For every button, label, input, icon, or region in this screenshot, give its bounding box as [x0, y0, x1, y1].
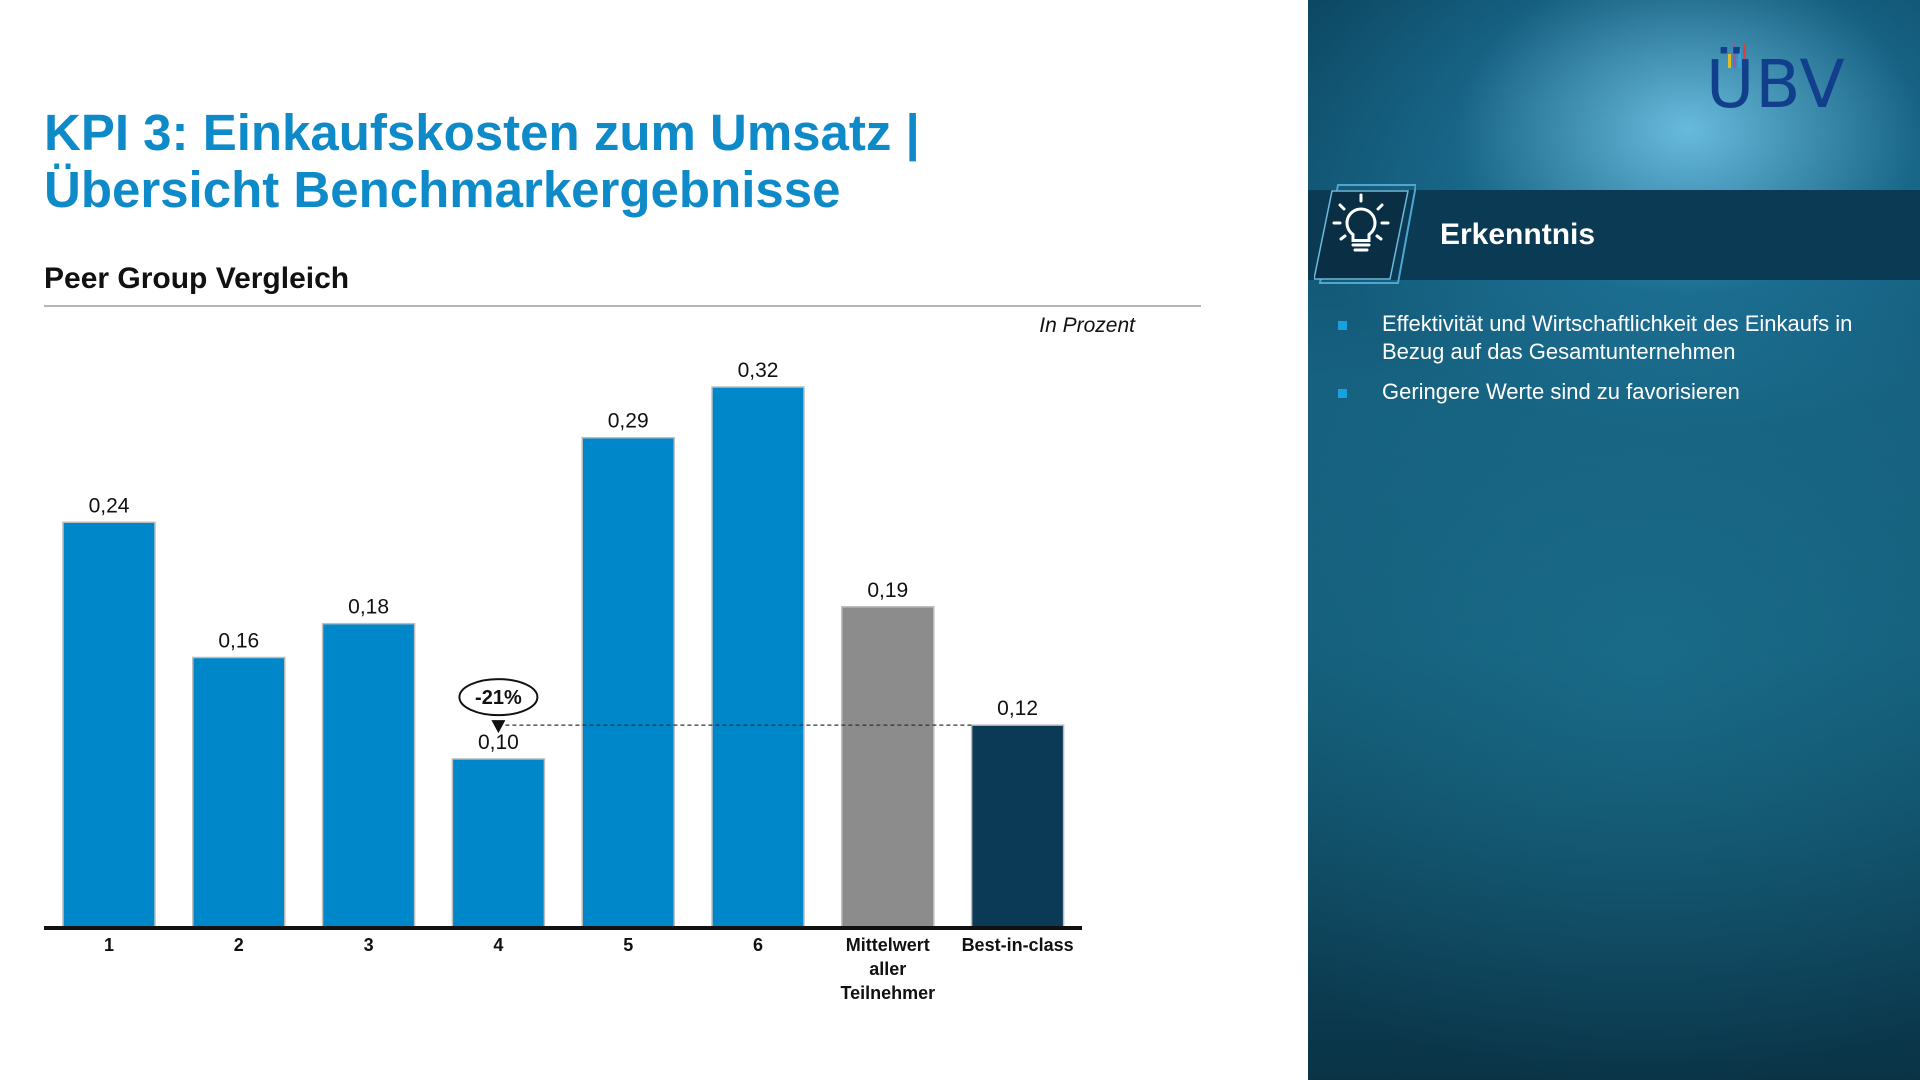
- insight-bullet: Effektivität und Wirtschaftlichkeit des …: [1328, 310, 1888, 366]
- bar-value-label: 0,18: [348, 596, 389, 619]
- ubv-logo: ÜBV: [1706, 40, 1856, 120]
- logo-bar-purple: [1733, 44, 1736, 68]
- bar-value-label: 0,29: [608, 410, 649, 433]
- bar: [451, 758, 546, 929]
- bar-value-label: 0,12: [997, 697, 1038, 720]
- annotation-label: -21%: [475, 687, 522, 709]
- logo-text: ÜBV: [1706, 46, 1846, 123]
- insight-header-band: [1308, 190, 1920, 280]
- bar-value-label: 0,19: [867, 579, 908, 602]
- logo-color-bars: [1728, 44, 1748, 68]
- insight-heading: Erkenntnis: [1440, 218, 1596, 251]
- annotation-badge: [458, 678, 539, 717]
- x-tick-label: 5: [623, 935, 633, 955]
- bar: [62, 521, 156, 929]
- annotation-arrow-icon: [491, 720, 506, 734]
- bar-value-label: 0,24: [89, 494, 130, 517]
- bar-chart: 0,24 1 0,16 2 0,18 3 0,10 4 0,29 5 0,32 6 0,19 Mittel…: [44, 359, 1082, 1003]
- x-tick-label: 1: [104, 935, 114, 955]
- bar-value-label: 0,32: [738, 359, 779, 382]
- page-title-line-1: KPI 3: Einkaufskosten zum Umsatz |: [44, 104, 920, 161]
- x-tick-label: 3: [364, 935, 374, 955]
- bar: [192, 656, 286, 929]
- bar: [321, 622, 416, 929]
- bar: [711, 386, 805, 929]
- bar: [581, 436, 675, 929]
- lightbulb-icon: [1314, 184, 1416, 284]
- page-title: KPI 3: Einkaufskosten zum Umsatz | Übers…: [44, 104, 1244, 218]
- insight-bullet-text: Effektivität und Wirtschaftlichkeit des …: [1382, 311, 1853, 364]
- logo-bar-blue: [1738, 49, 1741, 68]
- x-tick-label: 4: [493, 935, 503, 955]
- subtitle-divider: [44, 305, 1201, 307]
- x-tick-label: 2: [234, 935, 244, 955]
- x-tick-label: Best-in-class: [962, 935, 1074, 955]
- slide-content: KPI 3: Einkaufskosten zum Umsatz | Übers…: [44, 104, 1244, 1003]
- insight-bullet-text: Geringere Werte sind zu favorisieren: [1382, 379, 1740, 404]
- x-tick-label: Mittelwert aller Teilnehmer: [840, 935, 935, 1003]
- bar: [970, 724, 1065, 929]
- insight-panel: ÜBV Erkenntnis Effektivität und Wirtscha…: [1308, 0, 1920, 1080]
- bullet-square-icon: [1338, 321, 1347, 330]
- bullet-square-icon: [1338, 389, 1347, 398]
- unit-label: In Prozent: [1039, 314, 1135, 337]
- logo-bar-red: [1743, 44, 1746, 68]
- logo-bar-yellow: [1728, 54, 1731, 68]
- insight-list: Effektivität und Wirtschaftlichkeit des …: [1328, 310, 1888, 418]
- bar-value-label: 0,10: [478, 731, 519, 754]
- x-tick-label: 6: [753, 935, 763, 955]
- chart-subtitle: Peer Group Vergleich: [44, 262, 350, 295]
- bar-value-label: 0,16: [218, 630, 259, 653]
- page-title-line-2: Übersicht Benchmarkergebnisse: [44, 161, 841, 218]
- insight-bullet: Geringere Werte sind zu favorisieren: [1328, 378, 1888, 406]
- bar: [841, 606, 935, 929]
